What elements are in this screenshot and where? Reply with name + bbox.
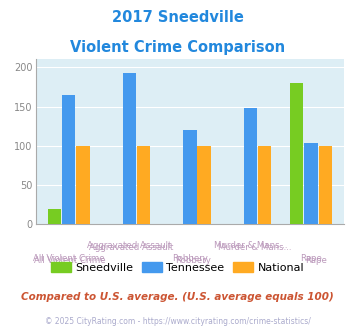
Text: Rape: Rape [306, 256, 328, 265]
Text: 2017 Sneedville: 2017 Sneedville [111, 10, 244, 25]
Bar [244, 108, 257, 224]
Text: Compared to U.S. average. (U.S. average equals 100): Compared to U.S. average. (U.S. average … [21, 292, 334, 302]
Text: Robbery: Robbery [175, 256, 211, 265]
Text: Violent Crime Comparison: Violent Crime Comparison [70, 40, 285, 54]
Text: Aggravated Assault: Aggravated Assault [87, 241, 171, 250]
Bar [304, 143, 318, 224]
Text: © 2025 CityRating.com - https://www.cityrating.com/crime-statistics/: © 2025 CityRating.com - https://www.city… [45, 317, 310, 326]
Text: Robbery: Robbery [172, 254, 208, 263]
Text: Murder & Mans...: Murder & Mans... [214, 241, 287, 250]
Text: Murder & Mans...: Murder & Mans... [218, 243, 291, 251]
Text: Aggravated Assault: Aggravated Assault [89, 243, 174, 251]
Bar [197, 146, 211, 224]
Bar [319, 146, 332, 224]
Text: All Violent Crime: All Violent Crime [33, 254, 105, 263]
Bar [258, 146, 271, 224]
Bar [123, 73, 136, 224]
Bar [76, 146, 90, 224]
Bar [137, 146, 150, 224]
Bar [62, 95, 76, 224]
Text: Rape: Rape [300, 254, 322, 263]
Legend: Sneedville, Tennessee, National: Sneedville, Tennessee, National [46, 258, 309, 278]
Text: All Violent Crime: All Violent Crime [34, 256, 105, 265]
Bar [290, 83, 304, 224]
Bar [183, 130, 197, 224]
Bar [48, 209, 61, 224]
